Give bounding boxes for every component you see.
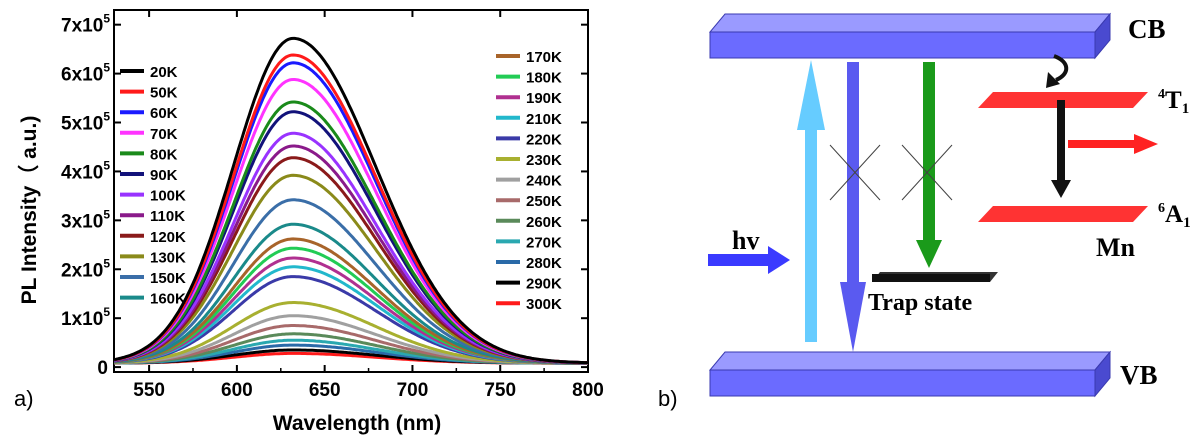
legend-label: 90K: [150, 167, 178, 184]
y-tick-label: 4x105: [61, 158, 110, 183]
y-tick-label: 2x105: [61, 256, 110, 281]
cb-label: CB: [1128, 14, 1166, 44]
legend-label: 190K: [526, 90, 562, 107]
legend-label: 150K: [150, 270, 186, 287]
a1-level-label: 6A1: [1158, 201, 1191, 231]
panel-a-label: a): [14, 386, 34, 411]
trapping-cross-icon: [901, 144, 953, 201]
valence-band: [708, 350, 1112, 398]
legend-label: 260K: [526, 214, 562, 231]
trap-state-level: [872, 272, 998, 282]
x-axis-label: Wavelength (nm): [273, 412, 441, 435]
series-curves: [114, 36, 588, 365]
legend-label: 180K: [526, 70, 562, 87]
y-axis-label: PL Intensity（ a.u.): [17, 116, 41, 305]
vb-label: VB: [1120, 360, 1158, 390]
x-tick-label: 800: [572, 380, 604, 401]
plot-area: 550 600 650 700 750 800 0 1x105 2x105 3x105 4x105 5…: [61, 9, 604, 401]
legend-label: 160K: [150, 291, 186, 308]
legend-label: 280K: [526, 255, 562, 272]
hv-label: hv: [732, 226, 759, 255]
legend-label: 50K: [150, 85, 178, 102]
series-line-20K: [114, 36, 588, 365]
x-tick-label: 600: [221, 380, 253, 401]
legend-label: 240K: [526, 173, 562, 190]
hv-arrow: [708, 246, 790, 274]
legend-label: 210K: [526, 111, 562, 128]
x-tick-label: 700: [397, 380, 429, 401]
legend-label: 290K: [526, 276, 562, 293]
energy-transfer-arrowhead: [1046, 72, 1060, 88]
panel-b-label: b): [658, 386, 678, 411]
legend-label: 230K: [526, 152, 562, 169]
legend-label: 70K: [150, 126, 178, 143]
y-tick-label: 0: [97, 358, 108, 379]
trapping-arrow: [916, 62, 942, 268]
legend-label: 80K: [150, 146, 178, 163]
conduction-band: [708, 12, 1112, 60]
legend-label: 100K: [150, 188, 186, 205]
x-tick-label: 650: [309, 380, 341, 401]
y-tick-label: 5x105: [61, 110, 110, 135]
recombination-cross-icon: [829, 144, 881, 201]
x-tick-label: 750: [484, 380, 516, 401]
excitation-arrow: [797, 60, 825, 342]
legend-label: 170K: [526, 49, 562, 66]
legend-label: 60K: [150, 105, 178, 122]
legend-label: 110K: [150, 208, 185, 225]
mn-6a1-level: [978, 206, 1148, 222]
plot-frame: [113, 9, 589, 373]
energy-level-diagram: b) CB VB hv: [658, 12, 1191, 411]
recombination-arrow: [840, 62, 866, 352]
legend-label: 20K: [150, 64, 178, 81]
mn-transition-arrow: [1051, 100, 1071, 198]
y-tick-label: 1x105: [61, 305, 110, 330]
legend-label: 300K: [526, 296, 562, 313]
legend-label: 220K: [526, 131, 562, 148]
legend-label: 270K: [526, 234, 562, 251]
t1-level-label: 4T1: [1158, 87, 1189, 117]
legend-label: 120K: [150, 229, 186, 246]
legend-label: 130K: [150, 249, 186, 266]
x-tick-label: 550: [133, 380, 165, 401]
energy-transfer-arrow: [1053, 54, 1069, 82]
legend-label: 250K: [526, 193, 562, 210]
mn-emission-arrow: [1068, 134, 1158, 154]
trap-state-label: Trap state: [868, 290, 973, 316]
mn-label: Mn: [1096, 233, 1136, 262]
y-tick-label: 3x105: [61, 207, 110, 232]
y-tick-label: 7x105: [61, 12, 110, 37]
pl-spectra-chart: a) PL Intensity（ a.u.) Wavelength (nm) 5…: [14, 9, 604, 435]
y-tick-label: 6x105: [61, 61, 110, 86]
